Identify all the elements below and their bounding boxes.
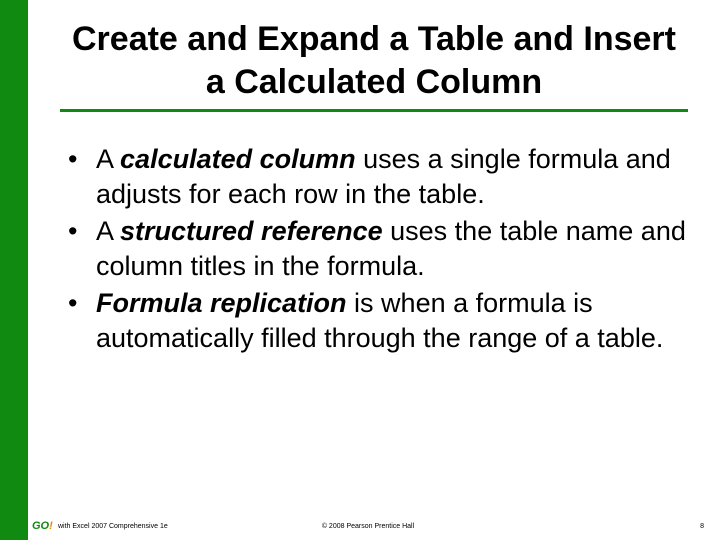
list-item: A calculated column uses a single formul… — [68, 142, 688, 212]
slide-content: Create and Expand a Table and Insert a C… — [28, 0, 720, 359]
bullet-em: Formula replication — [96, 288, 347, 318]
slide-title: Create and Expand a Table and Insert a C… — [60, 18, 688, 103]
slide-footer: GO! with Excel 2007 Comprehensive 1e © 2… — [28, 510, 708, 530]
bullet-em: structured reference — [120, 216, 383, 246]
bullet-em: calculated column — [120, 144, 356, 174]
bullet-pre: A — [96, 144, 120, 174]
bullet-list: A calculated column uses a single formul… — [60, 142, 688, 357]
slide-number: 8 — [700, 523, 704, 530]
bullet-pre: A — [96, 216, 120, 246]
accent-left-bar — [0, 0, 28, 540]
list-item: A structured reference uses the table na… — [68, 214, 688, 284]
list-item: Formula replication is when a formula is… — [68, 286, 688, 356]
footer-copyright: © 2008 Pearson Prentice Hall — [28, 523, 708, 530]
title-underline — [60, 109, 688, 112]
